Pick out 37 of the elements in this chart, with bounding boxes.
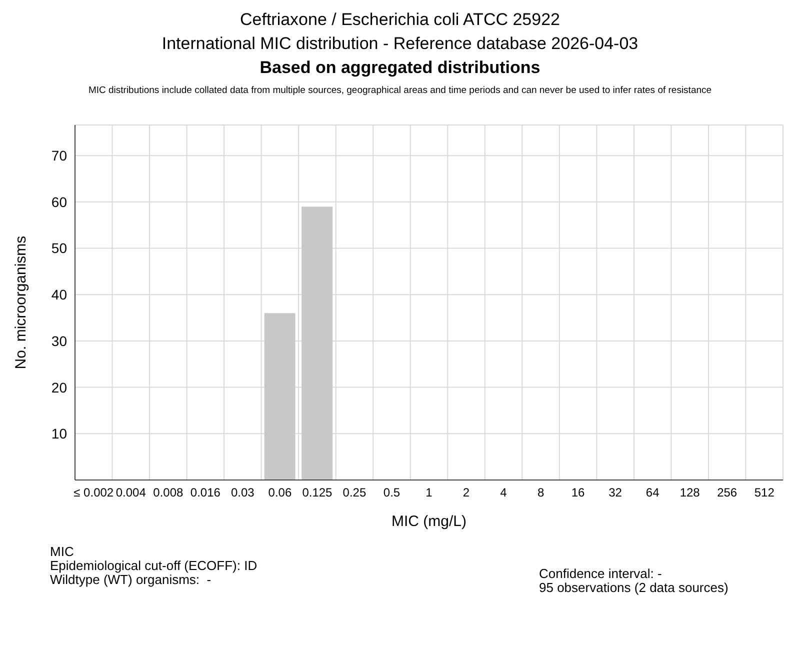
x-tick-label: 8	[537, 486, 544, 500]
y-tick-label: 10	[51, 426, 68, 442]
x-tick-label: 0.125	[302, 486, 333, 500]
x-axis-title: MIC (mg/L)	[392, 513, 467, 530]
x-tick-label: ≤ 0.002	[74, 486, 114, 500]
text: MIC distributions include collated data from multiple sources, geographical areas and time periods and can never be used to infer rates of resistance	[87, 84, 713, 98]
y-tick-label: 40	[51, 286, 68, 303]
x-tick-label: 0.06	[268, 486, 292, 500]
x-tick-label: 0.004	[116, 486, 146, 500]
x-tick-label: 128	[680, 486, 700, 500]
chart-subtitle: International MIC distribution - Reference database 2026-04-03	[160, 33, 640, 55]
x-tick-label: 256	[717, 486, 738, 500]
x-tick-label: 512	[754, 486, 775, 500]
x-tick-label: 4	[500, 486, 508, 500]
x-tick-label: 0.016	[190, 486, 221, 500]
text: Wildtype (WT) organisms: -	[50, 572, 212, 587]
text: MIC	[50, 544, 75, 559]
x-tick-label: 0.5	[383, 486, 400, 500]
x-tick-label: 16	[571, 486, 586, 500]
y-tick-label: 20	[51, 379, 68, 396]
text: Epidemiological cut-off (ECOFF): ID	[50, 558, 258, 573]
x-tick-label: 0.03	[231, 486, 255, 500]
x-tick-label: 2	[462, 486, 470, 500]
y-tick-label: 60	[51, 194, 68, 210]
y-axis-title: No. microorganisms	[12, 236, 30, 370]
x-tick-label: 0.008	[153, 486, 184, 500]
y-tick-label: 30	[51, 332, 68, 349]
text: 95 observations (2 data sources)	[539, 580, 728, 595]
x-tick-label: 1	[426, 486, 433, 500]
text: Based on aggregated distributions	[258, 57, 542, 79]
chart-title: Ceftriaxone / Escherichia coli ATCC 25922	[238, 9, 561, 31]
x-tick-label: 64	[646, 486, 660, 500]
y-tick-label: 50	[51, 240, 68, 256]
x-tick-label: 0.25	[342, 486, 366, 500]
y-tick-label: 70	[51, 148, 68, 164]
text: Confidence interval: -	[539, 566, 663, 581]
x-tick-label: 32	[608, 486, 622, 500]
